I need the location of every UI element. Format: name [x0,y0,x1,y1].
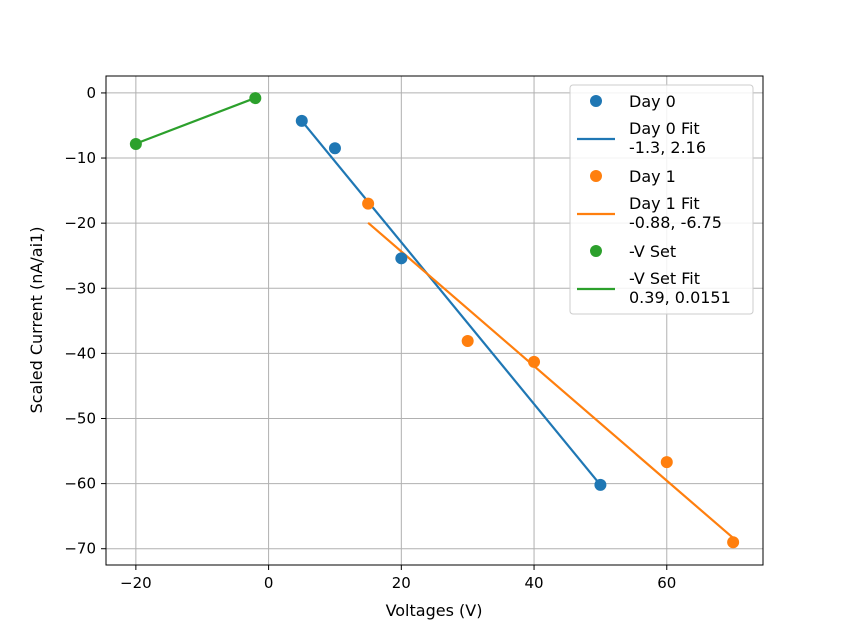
data-point-day-0 [395,252,408,265]
axis-ticks: −20 0 20 40 60 0 −10 −20 −30 −40 −50 −60 −70 [64,84,676,592]
legend-marker-day-0 [590,95,602,107]
legend-label-day-1: Day 1 [629,167,676,186]
legend-fit-params-day-1: -0.88, -6.75 [629,213,722,232]
y-axis-label: Scaled Current (nA/ai1) [27,227,46,414]
y-tick-label: −60 [64,475,96,493]
y-tick-label: −10 [64,149,96,167]
y-tick-label: −30 [64,279,96,297]
y-tick-label: −40 [64,344,96,362]
y-tick-label: 0 [86,84,96,102]
legend-label-v-set: -V Set [629,242,676,261]
fit-line-day-1 [367,221,734,539]
y-tick-label: −70 [64,540,96,558]
data-point-day-1 [528,355,541,368]
fit-lines [135,96,734,539]
legend-fit-params-v-set: 0.39, 0.0151 [629,288,731,307]
data-point-v-set [129,138,142,151]
fit-line-day-0 [300,120,602,486]
data-point-day-1 [727,536,740,549]
data-point-day-1 [362,197,375,210]
data-point-day-0 [594,478,607,491]
data-point-v-set [249,92,262,105]
legend-fit-label-v-set: -V Set Fit [629,269,700,288]
data-points [129,92,740,549]
legend-marker-day-1 [590,170,602,182]
data-point-day-0 [328,142,341,155]
plot-frame [105,75,764,566]
fit-line-v-set [135,96,256,145]
legend-fit-label-day-1: Day 1 Fit [629,194,700,213]
legend-fit-label-day-0: Day 0 Fit [629,119,700,138]
legend-label-day-0: Day 0 [629,92,676,111]
x-tick-label: 40 [524,574,543,592]
grid [106,76,763,565]
x-tick-label: 0 [264,574,274,592]
data-point-day-1 [461,335,474,348]
data-point-day-0 [295,114,308,127]
x-tick-label: 20 [392,574,411,592]
x-tick-label: −20 [120,574,152,592]
y-tick-label: −20 [64,214,96,232]
legend: Day 0 Day 0 Fit-1.3, 2.16 Day 1 Day 1 Fit-0… [569,84,754,315]
x-axis-label: Voltages (V) [386,601,483,620]
legend-fit-params-day-0: -1.3, 2.16 [629,138,706,157]
data-point-day-1 [660,456,673,469]
x-tick-label: 60 [657,574,676,592]
legend-frame [569,84,754,315]
y-tick-label: −50 [64,409,96,427]
legend-marker-v-set [590,245,602,257]
